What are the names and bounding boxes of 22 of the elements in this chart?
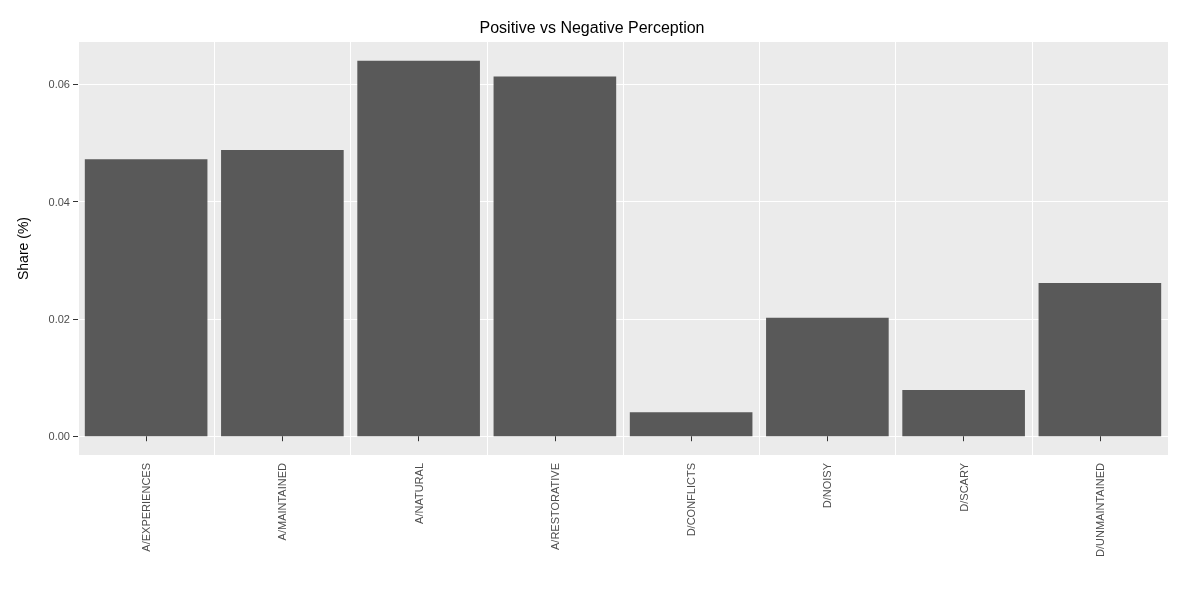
x-tick-label: D/CONFLICTS: [685, 463, 698, 537]
y-tick-label: 0.00: [48, 430, 70, 443]
y-tick-label: 0.02: [48, 312, 70, 325]
x-tick-label: A/RESTORATIVE: [548, 463, 561, 551]
bar: [902, 389, 1025, 437]
bar: [1038, 283, 1162, 437]
bar: [221, 149, 344, 437]
y-axis-title: Share (%): [15, 216, 31, 281]
x-tick-label: D/NOISY: [821, 462, 834, 509]
bar: [357, 60, 480, 437]
y-tick-label: 0.04: [48, 195, 70, 208]
x-tick-label: A/NATURAL: [412, 463, 425, 524]
bar: [84, 159, 208, 437]
x-tick-label: D/UNMAINTAINED: [1093, 462, 1106, 557]
x-tick-label: A/MAINTAINED: [276, 462, 289, 541]
x-tick-label: D/SCARY: [957, 462, 970, 512]
chart-title: Positive vs Negative Perception: [479, 18, 705, 36]
x-tick-label: A/EXPERIENCES: [140, 463, 153, 552]
bar: [766, 317, 889, 437]
bar: [493, 76, 617, 437]
bar: [629, 412, 753, 437]
y-tick-label: 0.06: [48, 78, 70, 91]
